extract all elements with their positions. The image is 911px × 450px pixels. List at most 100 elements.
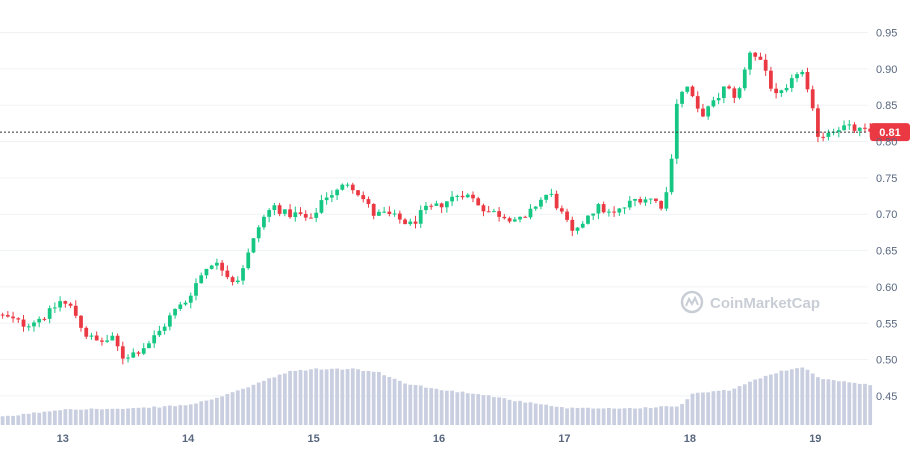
volume-bar: [627, 407, 632, 425]
candle-body: [554, 193, 559, 209]
candle-body: [826, 132, 831, 137]
volume-bar: [100, 409, 104, 425]
candle-body: [643, 199, 648, 203]
volume-bar: [586, 407, 590, 425]
volume-bar: [350, 368, 355, 425]
volume-bar: [152, 406, 157, 425]
volume-bar: [695, 392, 700, 425]
candle-body: [73, 305, 78, 316]
volume-bar: [32, 412, 36, 425]
volume-bar: [267, 378, 272, 425]
volume-bar: [303, 370, 308, 425]
candle-body: [601, 204, 606, 213]
candle-body: [695, 96, 700, 109]
volume-bar: [47, 411, 52, 425]
volume-bar: [126, 408, 130, 425]
candle-body: [94, 335, 99, 341]
candle-body: [622, 207, 627, 209]
candle-body: [706, 106, 711, 117]
candle-body: [779, 90, 784, 94]
candle-body: [32, 322, 36, 327]
candle-body: [329, 195, 334, 198]
volume-bar: [403, 383, 407, 425]
volume-bar: [622, 408, 627, 425]
candle-body: [366, 199, 371, 204]
volume-bar: [648, 408, 653, 425]
candle-body: [397, 213, 402, 220]
candle-body: [371, 203, 376, 216]
candle-body: [502, 216, 507, 219]
volume-bar: [5, 415, 10, 425]
volume-bar: [162, 406, 167, 425]
candle-body: [732, 88, 737, 98]
candle-body: [721, 86, 726, 99]
candle-body: [220, 262, 225, 271]
volume-bar: [272, 377, 277, 425]
candle-body: [319, 200, 324, 213]
candle-body: [183, 302, 188, 305]
volume-bar: [356, 369, 360, 425]
volume-bar: [79, 409, 83, 425]
volume-bar: [230, 392, 235, 425]
y-tick-label: 0.80: [876, 137, 897, 149]
volume-bar: [868, 385, 873, 425]
volume-bar: [690, 393, 695, 425]
volume-bar: [58, 410, 62, 425]
candle-body: [267, 210, 272, 217]
volume-bar: [711, 391, 716, 425]
candle-body: [424, 205, 428, 211]
y-axis-labels: 0.45 0.50 0.55 0.60 0.65 0.70 0.75 0.80 0.85 0.90…: [876, 28, 897, 403]
x-tick-label: 16: [433, 433, 445, 445]
candle-body: [816, 108, 820, 137]
volume-bar: [742, 384, 747, 425]
coinmarketcap-logo-icon: [680, 290, 704, 314]
candle-body: [544, 194, 549, 200]
candle-body: [763, 59, 768, 71]
candle-body: [387, 211, 392, 215]
volume-bar: [701, 392, 705, 425]
candle-body: [100, 340, 104, 342]
volume-bar: [539, 404, 543, 425]
candle-body: [0, 314, 5, 316]
volume-bar: [544, 404, 549, 425]
candle-body: [863, 127, 867, 129]
x-tick-label: 13: [57, 433, 69, 445]
candle-body: [79, 315, 83, 328]
volume-bar: [194, 403, 198, 425]
candle-body: [131, 352, 136, 358]
volume-bar: [471, 393, 475, 425]
candle-body: [309, 217, 313, 219]
volume-bar: [382, 375, 387, 425]
volume-bar: [805, 369, 810, 425]
candle-body: [230, 277, 235, 283]
volume-bar: [580, 407, 585, 425]
volume-bar: [685, 399, 690, 425]
volume-bar: [371, 371, 376, 425]
volume-bar: [826, 379, 831, 425]
volume-bar: [235, 390, 240, 425]
volume-bar: [408, 384, 413, 425]
candle-body: [199, 275, 204, 284]
volume-bar: [397, 380, 402, 425]
coinmarketcap-watermark: CoinMarketCap: [680, 290, 820, 314]
candle-body: [471, 194, 475, 199]
candle-body: [277, 205, 282, 214]
volume-bar: [795, 368, 799, 425]
candle-body: [664, 192, 669, 209]
volume-bar: [591, 408, 596, 425]
volume-bar: [507, 399, 512, 425]
candle-body: [382, 211, 387, 213]
volume-bar: [842, 381, 846, 425]
volume-bar: [450, 390, 454, 425]
candle-body: [789, 78, 794, 88]
volume-bar: [204, 400, 209, 425]
volume-bar: [16, 415, 21, 425]
volume-bar: [481, 395, 486, 425]
candle-body: [711, 100, 716, 107]
candle-body: [591, 213, 596, 216]
volume-bar: [173, 406, 177, 425]
volume-bar: [439, 390, 444, 425]
candle-body: [847, 124, 852, 126]
volume-bar: [748, 381, 752, 425]
candle-body: [340, 184, 345, 190]
